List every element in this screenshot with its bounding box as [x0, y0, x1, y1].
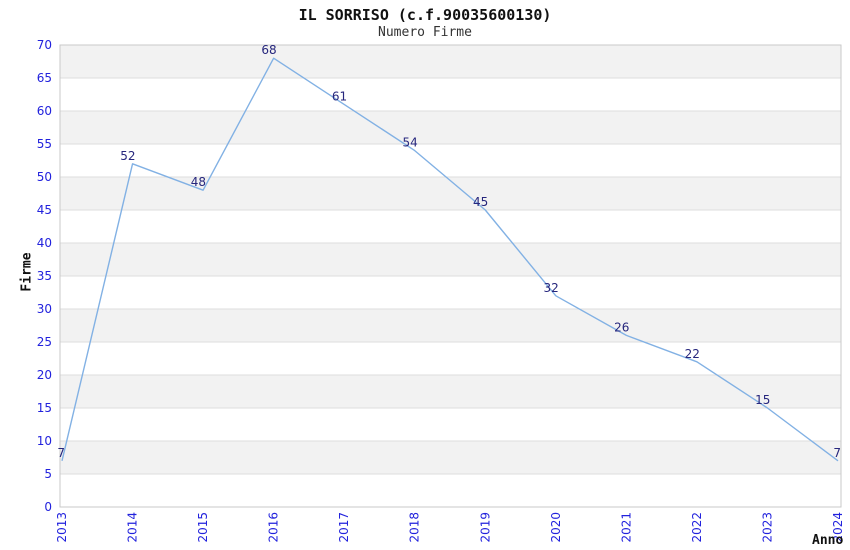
x-tick-label: 2019 [478, 512, 492, 543]
y-axis-title: Firme [19, 252, 35, 292]
plot-band [60, 276, 841, 309]
chart-title: IL SORRISO (c.f.90035600130) [298, 6, 552, 24]
data-point-label: 15 [755, 393, 770, 407]
x-tick-label: 2024 [831, 512, 845, 543]
data-point-label: 32 [544, 281, 559, 295]
y-tick-label: 50 [37, 170, 52, 184]
data-point-label: 68 [261, 43, 276, 57]
y-tick-label: 55 [37, 137, 52, 151]
y-tick-label: 30 [37, 302, 52, 316]
x-tick-label: 2016 [267, 512, 281, 543]
plot-band [60, 144, 841, 177]
plot-band [60, 78, 841, 111]
data-point-label: 61 [332, 89, 347, 103]
data-point-label: 52 [120, 149, 135, 163]
y-tick-label: 10 [37, 434, 52, 448]
x-tick-label: 2020 [549, 512, 563, 543]
x-tick-label: 2014 [126, 512, 140, 543]
x-tick-label: 2013 [55, 512, 69, 543]
y-tick-label: 70 [37, 38, 52, 52]
plot-band [60, 111, 841, 144]
y-tick-label: 0 [44, 500, 52, 514]
x-tick-label: 2018 [408, 512, 422, 543]
x-tick-label: 2015 [196, 512, 210, 543]
x-axis-title: Anno [812, 533, 844, 548]
x-tick-label: 2023 [760, 512, 774, 543]
y-tick-label: 45 [37, 203, 52, 217]
x-tick-label: 2021 [619, 512, 633, 543]
data-point-label: 26 [614, 320, 629, 334]
chart-subtitle: Numero Firme [378, 25, 472, 40]
data-point-label: 45 [473, 195, 488, 209]
plot-band [60, 474, 841, 507]
data-point-label: 22 [685, 347, 700, 361]
y-tick-label: 25 [37, 335, 52, 349]
data-line [61, 57, 839, 462]
y-tick-label: 60 [37, 104, 52, 118]
plot-band [60, 177, 841, 210]
plot-band [60, 375, 841, 408]
data-point-label: 54 [402, 136, 417, 150]
plot-band [60, 309, 841, 342]
plot-border [59, 44, 842, 508]
y-tick-label: 65 [37, 71, 52, 85]
y-tick-label: 40 [37, 236, 52, 250]
y-tick-label: 35 [37, 269, 52, 283]
plot-band [60, 210, 841, 243]
data-point-label: 7 [833, 446, 841, 460]
plot-band [60, 243, 841, 276]
plot-band [60, 45, 841, 78]
x-tick-label: 2022 [690, 512, 704, 543]
data-point-label: 7 [57, 446, 65, 460]
y-tick-label: 5 [44, 467, 52, 481]
plot-band [60, 441, 841, 474]
y-tick-label: 20 [37, 368, 52, 382]
x-tick-label: 2017 [337, 512, 351, 543]
plot-band [60, 342, 841, 375]
y-tick-label: 15 [37, 401, 52, 415]
plot-band [60, 408, 841, 441]
data-point-label: 48 [191, 175, 206, 189]
